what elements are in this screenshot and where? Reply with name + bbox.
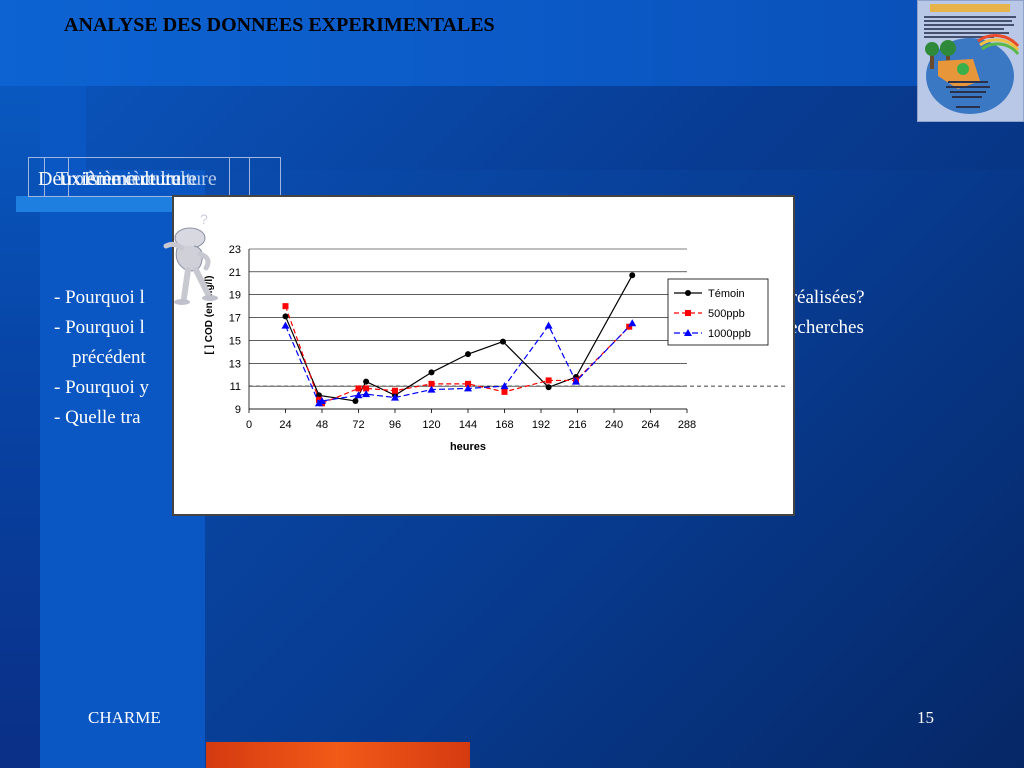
y-tick-label: 15: [229, 335, 241, 347]
legend-label-1: 500ppb: [708, 308, 745, 320]
y-tick-label: 17: [229, 313, 241, 325]
y-tick-label: 9: [235, 404, 241, 416]
x-tick-label: 192: [532, 419, 550, 431]
point-1000ppb: [354, 391, 363, 399]
tab-deuxieme-culture[interactable]: Deuxième culture: [38, 168, 181, 190]
point-1000ppb: [281, 321, 290, 329]
point-1000ppb: [500, 382, 509, 390]
point-temoin: [352, 398, 359, 404]
chart-card: 9 11 13 15 17 19 21 23 0 24 48 72 96 120 144 168 192 216 2…: [172, 195, 795, 516]
x-tick-label: 288: [678, 419, 696, 431]
tab-premiere-culture[interactable]: Première culture: [84, 168, 217, 190]
x-tick-label: 48: [316, 419, 328, 431]
project-logo: [917, 0, 1024, 122]
point-1000ppb: [391, 393, 399, 401]
point-500ppb: [545, 377, 552, 384]
point-temoin: [363, 378, 370, 385]
slide-title: ANALYSE DES DONNEES EXPERIMENTALES: [64, 14, 495, 36]
point-1000ppb: [571, 377, 580, 385]
point-1000ppb: [628, 319, 637, 327]
point-1000ppb: [464, 384, 472, 392]
tab-stack: Deuxième culture Troisième culture Premi…: [28, 157, 281, 199]
y-tick-label: 21: [229, 267, 241, 279]
bullet-2-end: echerches: [789, 317, 864, 338]
point-1000ppb: [362, 390, 371, 398]
x-tick-label: 264: [641, 419, 659, 431]
y-tick-label: 23: [229, 244, 241, 256]
tab-frame-inner: [68, 157, 230, 197]
top-band: [0, 0, 1024, 86]
footer-accent-bar: [206, 742, 470, 768]
point-500ppb: [282, 303, 289, 310]
x-tick-label: 24: [279, 419, 291, 431]
x-tick-label: 216: [568, 419, 586, 431]
point-temoin: [282, 313, 289, 320]
legend-marker-500ppb: [685, 310, 691, 316]
point-500ppb: [501, 388, 508, 395]
cod-line-chart: 9 11 13 15 17 19 21 23 0 24 48 72 96 120 144 168 192 216 2…: [204, 244, 787, 453]
x-tick-label: 0: [246, 419, 252, 431]
svg-text:?: ?: [200, 212, 208, 227]
legend-marker-1000ppb: [684, 329, 692, 336]
bullet-line-2: - Pourquoi l echerches: [54, 313, 974, 343]
bullet-line-5: - Quelle tra: [54, 407, 141, 428]
point-1000ppb: [318, 397, 326, 404]
y-tick-label: 19: [229, 290, 241, 302]
page-number: 15: [917, 708, 934, 727]
point-500ppb: [363, 385, 370, 392]
x-tick-label: 72: [352, 419, 364, 431]
x-tick-label: 168: [495, 419, 513, 431]
point-1000ppb: [544, 321, 553, 329]
point-temoin: [545, 384, 552, 391]
bullet-1-start: - Pourquoi l: [54, 287, 145, 308]
x-tick-label: 144: [459, 419, 477, 431]
point-500ppb: [428, 380, 435, 387]
point-500ppb: [392, 387, 398, 394]
point-temoin: [499, 338, 506, 345]
point-500ppb: [355, 385, 362, 392]
x-axis-label: heures: [450, 441, 486, 453]
legend-marker-temoin: [685, 290, 691, 296]
footer-label: CHARME: [88, 708, 161, 727]
x-tick-label: 96: [389, 419, 401, 431]
tab-troisieme-culture[interactable]: Troisième culture: [56, 168, 197, 190]
y-tick-label: 11: [230, 381, 241, 393]
legend-box: [667, 278, 769, 346]
point-500ppb: [465, 380, 471, 387]
point-1000ppb: [427, 385, 436, 393]
x-tick-label: 120: [422, 419, 440, 431]
thinking-figure-icon: ?: [163, 212, 218, 305]
series-line-2: [284, 322, 633, 405]
legend-label-2: 1000ppb: [708, 328, 751, 340]
bullet-2-start: - Pourquoi l: [54, 317, 145, 338]
chart-legend: Témoin 500ppb 1000ppb: [667, 278, 769, 346]
legend-label-0: Témoin: [708, 288, 745, 300]
point-temoin: [428, 369, 435, 376]
bullet-line-4: - Pourquoi y: [54, 377, 149, 398]
y-axis-label: [ ] COD (en mg/l): [204, 276, 215, 355]
bullet-line-3: précédent: [72, 347, 146, 368]
x-tick-label: 240: [605, 419, 623, 431]
series-line-0: [284, 274, 633, 402]
y-tick-label: 13: [229, 358, 241, 370]
point-temoin: [465, 351, 471, 358]
point-temoin: [629, 272, 636, 279]
accent-bar: [16, 196, 206, 212]
